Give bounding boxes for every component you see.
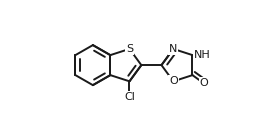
Text: Cl: Cl (124, 92, 135, 102)
Text: O: O (199, 78, 208, 88)
Text: N: N (169, 44, 178, 54)
Text: S: S (126, 44, 133, 54)
Text: O: O (169, 76, 178, 86)
Text: NH: NH (194, 50, 211, 60)
